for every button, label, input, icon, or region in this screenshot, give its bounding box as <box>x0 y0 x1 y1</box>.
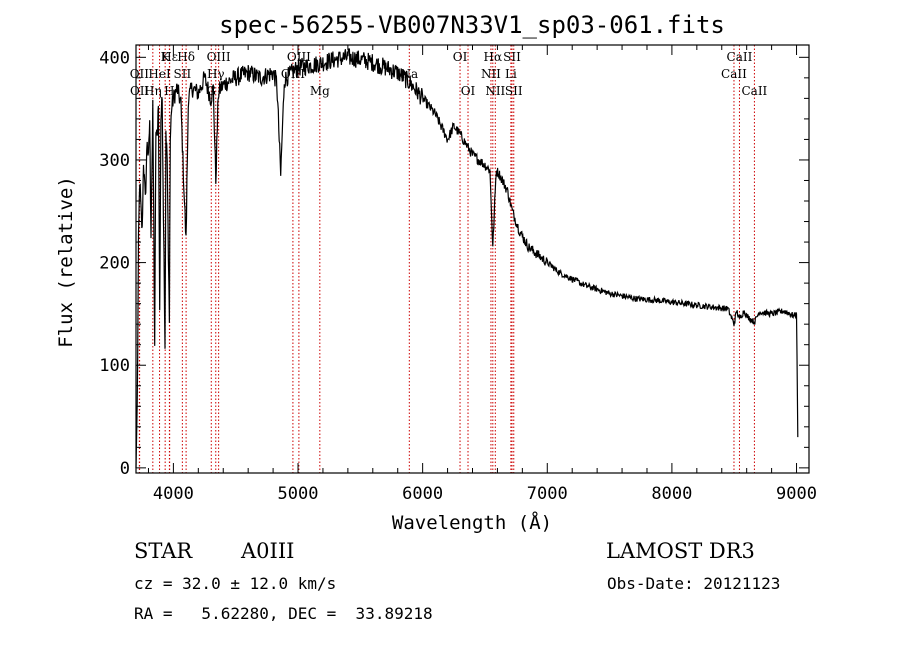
y-tick-label: 200 <box>99 254 130 274</box>
line-marker-label: OIII <box>207 50 231 64</box>
x-tick-label: 9000 <box>776 484 817 504</box>
redshift-text: cz = 32.0 ± 12.0 km/s <box>134 574 337 593</box>
line-marker-label: Li <box>505 67 517 81</box>
line-marker-label: HeI <box>148 67 171 81</box>
line-marker-label: OI <box>461 84 476 98</box>
coordinates-text: RA = 5.62280, DEC = 33.89218 <box>134 604 433 623</box>
y-axis-ticks: 0 100 200 300 400 <box>99 48 809 479</box>
line-marker-label: NII <box>481 67 501 81</box>
x-axis-label: Wavelength (Å) <box>392 511 552 534</box>
plot-frame <box>135 44 810 474</box>
x-tick-label: 8000 <box>651 484 692 504</box>
line-marker-label: OI <box>453 50 468 64</box>
line-marker-label: SII <box>174 67 192 81</box>
line-marker-label: OII <box>130 84 150 98</box>
object-class: STAR <box>134 539 193 563</box>
line-marker-label: K <box>161 50 171 64</box>
x-tick-label: 6000 <box>402 484 443 504</box>
survey-label: LAMOST DR3 <box>606 539 755 563</box>
line-marker-label: Hα <box>484 50 503 64</box>
line-marker-label: NII <box>485 84 505 98</box>
line-marker-label: OII <box>130 67 150 81</box>
y-tick-label: 0 <box>120 459 130 479</box>
y-axis-label: Flux (relative) <box>55 176 77 348</box>
chart-title: spec-56255-VB007N33V1_sp03-061.fits <box>219 11 725 39</box>
line-marker-label: CaII <box>727 50 753 64</box>
line-marker-label: H <box>164 84 174 98</box>
line-marker-label: CaII <box>741 84 767 98</box>
line-marker-label: Hδ <box>177 50 195 64</box>
line-marker-label: Mg <box>310 84 330 98</box>
spectrum-line <box>135 48 799 468</box>
line-marker-label: SII <box>505 84 523 98</box>
line-marker-label: OIII <box>287 50 311 64</box>
line-marker-label: SII <box>503 50 521 64</box>
x-tick-label: 5000 <box>278 484 319 504</box>
obs-date-text: Obs-Date: 20121123 <box>607 574 781 593</box>
x-tick-label: 4000 <box>153 484 194 504</box>
line-marker-label: G <box>206 84 216 98</box>
line-marker-label: CaII <box>721 67 747 81</box>
y-tick-label: 100 <box>99 356 130 376</box>
line-marker-label: Hη <box>144 84 162 98</box>
object-subclass: A0III <box>241 539 295 563</box>
line-markers <box>138 45 755 473</box>
x-tick-label: 7000 <box>527 484 568 504</box>
line-marker-label: Hγ <box>207 67 225 81</box>
x-axis-ticks: 4000 5000 6000 7000 8000 9000 <box>147 45 817 504</box>
y-tick-label: 400 <box>99 48 130 68</box>
y-tick-label: 300 <box>99 151 130 171</box>
